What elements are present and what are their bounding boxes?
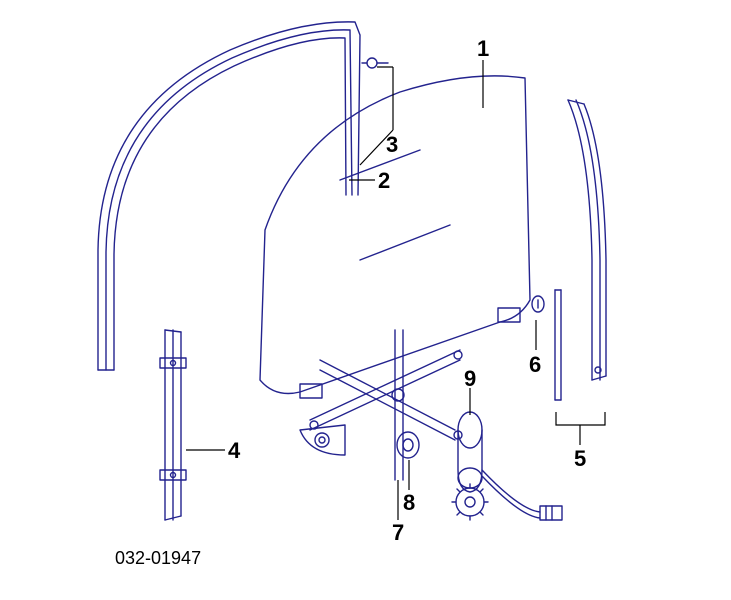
diagram-part-number: 032-01947 xyxy=(115,548,201,569)
callout-8: 8 xyxy=(403,490,415,516)
callout-3: 3 xyxy=(386,132,398,158)
part-run-channel xyxy=(98,22,360,370)
part-front-sash xyxy=(160,330,186,520)
part-window-regulator xyxy=(300,330,462,480)
part-grommet-8 xyxy=(397,432,419,458)
part-plug-6 xyxy=(532,296,544,312)
callout-7: 7 xyxy=(392,520,404,546)
callout-2: 2 xyxy=(378,168,390,194)
part-guide-strip xyxy=(555,290,561,400)
part-window-motor xyxy=(452,412,562,520)
callout-5: 5 xyxy=(574,446,586,472)
callout-6: 6 xyxy=(529,352,541,378)
callout-4: 4 xyxy=(228,438,240,464)
callout-1: 1 xyxy=(477,36,489,62)
parts-diagram xyxy=(0,0,731,600)
callout-9: 9 xyxy=(464,366,476,392)
part-rear-sash xyxy=(568,100,606,380)
